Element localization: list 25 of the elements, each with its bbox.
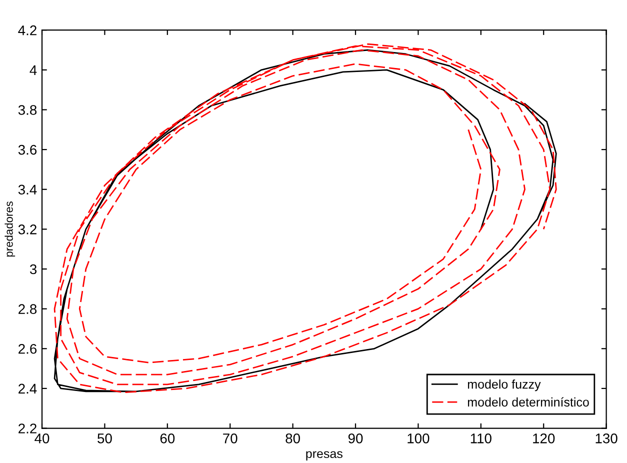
y-tick-label: 3.6 xyxy=(18,144,37,155)
x-tick-label: 110 xyxy=(470,434,492,444)
x-tick-label: 130 xyxy=(596,434,618,444)
legend-label: modelo determinístico xyxy=(468,397,589,407)
x-tick-label: 70 xyxy=(223,434,238,444)
x-axis-title: presas xyxy=(306,451,342,461)
x-tick-label: 90 xyxy=(348,434,363,444)
y-tick-label: 2.6 xyxy=(18,344,37,354)
y-tick-label: 2.2 xyxy=(18,424,36,434)
x-tick-label: 40 xyxy=(34,434,50,444)
y-tick-label: 3.8 xyxy=(18,105,37,115)
x-tick-label: 120 xyxy=(533,434,555,444)
y-tick-label: 3.4 xyxy=(18,184,37,195)
legend-label: modelo fuzzy xyxy=(468,380,541,392)
x-tick-label: 60 xyxy=(160,434,175,444)
y-tick-label: 2.8 xyxy=(18,304,37,314)
x-tick-label: 50 xyxy=(98,434,112,444)
y-tick-label: 4 xyxy=(30,65,37,75)
y-axis-title: predadores xyxy=(4,201,16,257)
x-tick-label: 100 xyxy=(408,434,430,444)
y-tick-label: 4.2 xyxy=(18,25,36,36)
y-tick-label: 3 xyxy=(30,264,37,274)
y-tick-label: 3.2 xyxy=(18,224,36,234)
x-tick-label: 80 xyxy=(286,434,300,444)
y-tick-label: 2.4 xyxy=(18,384,37,394)
